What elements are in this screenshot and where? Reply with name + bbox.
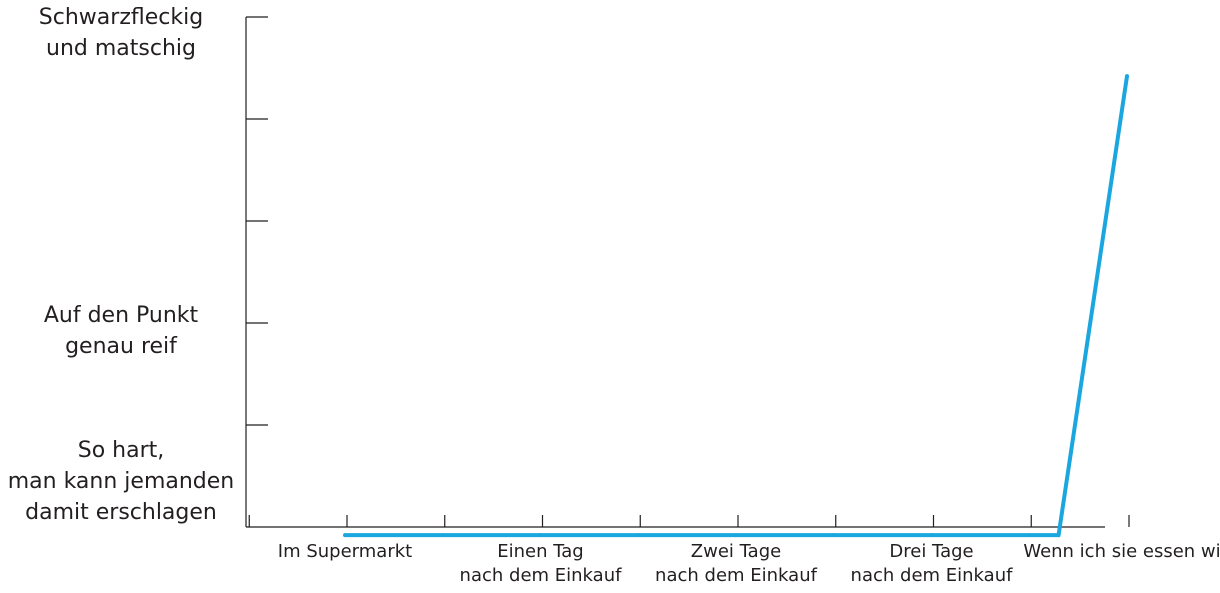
- series-line: [345, 75, 1129, 538]
- x-tick-label: Einen Tag nach dem Einkauf: [460, 541, 623, 586]
- data-point: [636, 533, 641, 538]
- x-tick-label: Wenn ich sie essen will: [1023, 541, 1220, 562]
- data-point: [929, 533, 934, 538]
- x-tick-labels: Im Supermarkt Einen Tag nach dem Einkauf Zw…: [278, 541, 1220, 586]
- data-point: [734, 533, 738, 538]
- x-ticks: [248, 515, 1130, 527]
- data-point: [831, 533, 836, 538]
- y-ticks: [246, 16, 268, 426]
- data-point: [440, 533, 445, 538]
- y-tick-labels: So hart, man kann jemanden damit erschlage…: [8, 5, 235, 525]
- data-point: [343, 533, 347, 538]
- y-tick-label: Auf den Punkt genau reif: [44, 303, 199, 359]
- x-tick-label: Zwei Tage nach dem Einkauf: [655, 541, 818, 586]
- data-point: [1027, 533, 1032, 538]
- x-tick-label: Drei Tage nach dem Einkauf: [851, 541, 1014, 586]
- x-tick-label: Im Supermarkt: [278, 541, 412, 562]
- axes: [245, 17, 1105, 528]
- data-point: [1125, 74, 1129, 79]
- series-group: [343, 74, 1129, 538]
- data-point: [538, 533, 543, 538]
- y-tick-label: Schwarzfleckig und matschig: [39, 5, 203, 61]
- y-tick-label: So hart, man kann jemanden damit erschlage…: [8, 438, 235, 525]
- data-point: [1056, 533, 1061, 538]
